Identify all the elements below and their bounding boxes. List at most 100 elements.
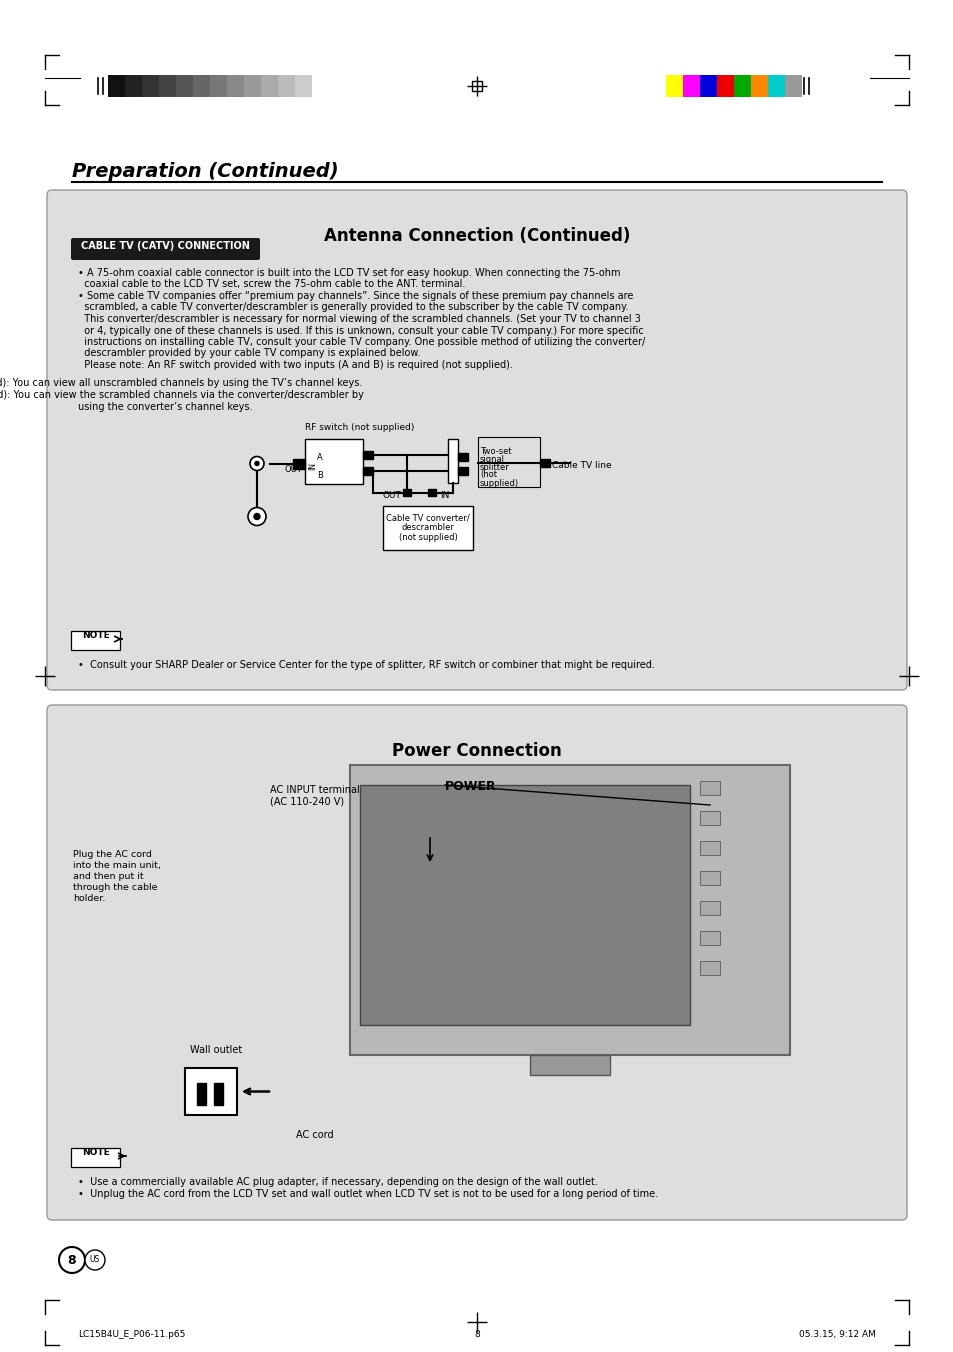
Text: •  Consult your SHARP Dealer or Service Center for the type of splitter, RF swit: • Consult your SHARP Dealer or Service C…: [78, 660, 654, 671]
Text: RF switch (not supplied): RF switch (not supplied): [305, 423, 414, 433]
Bar: [350, 765, 789, 1055]
Text: NOTE: NOTE: [82, 1148, 110, 1157]
Bar: [196, 1083, 206, 1105]
Bar: [210, 74, 227, 97]
Text: “A” position on the RF switch (not supplied): You can view all unscrambled chann: “A” position on the RF switch (not suppl…: [0, 377, 362, 388]
Text: and then put it: and then put it: [73, 872, 144, 882]
Bar: [530, 1055, 609, 1075]
Bar: [457, 466, 468, 475]
Bar: [784, 74, 801, 97]
Bar: [733, 74, 750, 97]
Bar: [359, 786, 689, 1025]
Text: CABLE TV (CATV) CONNECTION: CABLE TV (CATV) CONNECTION: [81, 241, 250, 251]
Text: instructions on installing cable TV, consult your cable TV company. One possible: instructions on installing cable TV, con…: [78, 337, 644, 347]
Text: A: A: [316, 453, 322, 462]
Circle shape: [85, 1251, 105, 1270]
Bar: [382, 506, 473, 549]
Bar: [477, 437, 539, 487]
Bar: [363, 450, 373, 458]
FancyBboxPatch shape: [47, 704, 906, 1220]
Text: (not: (not: [479, 470, 497, 480]
FancyBboxPatch shape: [47, 191, 906, 690]
Text: descrambler: descrambler: [401, 523, 454, 533]
Bar: [717, 74, 733, 97]
Text: supplied): supplied): [479, 479, 518, 488]
Bar: [108, 74, 125, 97]
Bar: [159, 74, 175, 97]
Bar: [700, 74, 717, 97]
Circle shape: [254, 461, 258, 465]
Text: 05.3.15, 9:12 AM: 05.3.15, 9:12 AM: [799, 1330, 875, 1338]
Text: (not supplied): (not supplied): [398, 534, 456, 542]
Text: Two-set: Two-set: [479, 446, 511, 456]
Text: coaxial cable to the LCD TV set, screw the 75-ohm cable to the ANT. terminal.: coaxial cable to the LCD TV set, screw t…: [78, 280, 465, 289]
Bar: [294, 74, 312, 97]
Bar: [767, 74, 784, 97]
Bar: [428, 488, 436, 495]
FancyBboxPatch shape: [71, 1148, 120, 1167]
Text: using the converter’s channel keys.: using the converter’s channel keys.: [0, 402, 253, 411]
Bar: [457, 453, 468, 461]
Text: holder.: holder.: [73, 894, 105, 903]
Text: Wall outlet: Wall outlet: [190, 1045, 242, 1055]
Bar: [277, 74, 294, 97]
Text: 8: 8: [474, 1330, 479, 1338]
FancyBboxPatch shape: [71, 238, 260, 260]
Text: descrambler provided by your cable TV company is explained below.: descrambler provided by your cable TV co…: [78, 349, 420, 358]
Circle shape: [248, 507, 266, 526]
Text: 8: 8: [68, 1253, 76, 1267]
Bar: [227, 74, 244, 97]
Text: POWER: POWER: [444, 780, 497, 794]
Bar: [293, 458, 305, 469]
Text: US: US: [90, 1256, 100, 1264]
Text: signal: signal: [479, 454, 504, 464]
Bar: [682, 74, 700, 97]
Bar: [750, 74, 767, 97]
Text: Plug the AC cord: Plug the AC cord: [73, 850, 152, 859]
Text: Power Connection: Power Connection: [392, 742, 561, 760]
Text: into the main unit,: into the main unit,: [73, 861, 161, 869]
Bar: [665, 74, 682, 97]
Bar: [402, 488, 411, 495]
Bar: [448, 438, 457, 483]
Text: This converter/descrambler is necessary for normal viewing of the scrambled chan: This converter/descrambler is necessary …: [78, 314, 640, 324]
Text: • A 75-ohm coaxial cable connector is built into the LCD TV set for easy hookup.: • A 75-ohm coaxial cable connector is bu…: [78, 268, 619, 279]
Bar: [193, 74, 210, 97]
Text: NOTE: NOTE: [82, 631, 110, 639]
Text: Antenna Connection (Continued): Antenna Connection (Continued): [323, 227, 630, 245]
Text: (AC 110-240 V): (AC 110-240 V): [270, 796, 344, 807]
Bar: [175, 74, 193, 97]
Circle shape: [253, 514, 260, 519]
Text: LC15B4U_E_P06-11.p65: LC15B4U_E_P06-11.p65: [78, 1330, 185, 1338]
Circle shape: [250, 457, 264, 470]
Text: scrambled, a cable TV converter/descrambler is generally provided to the subscri: scrambled, a cable TV converter/descramb…: [78, 303, 628, 312]
Bar: [261, 74, 277, 97]
Text: splitter: splitter: [479, 462, 509, 472]
Bar: [363, 466, 373, 475]
Text: IN: IN: [308, 462, 316, 470]
Circle shape: [59, 1247, 85, 1274]
Text: Please note: An RF switch provided with two inputs (A and B) is required (not su: Please note: An RF switch provided with …: [78, 360, 513, 370]
Bar: [700, 900, 720, 915]
Bar: [244, 74, 261, 97]
Text: Preparation (Continued): Preparation (Continued): [71, 162, 338, 181]
Bar: [213, 1083, 223, 1105]
Bar: [142, 74, 159, 97]
Text: AC INPUT terminal: AC INPUT terminal: [270, 786, 359, 795]
Text: through the cable: through the cable: [73, 883, 157, 892]
Text: “B” position on the RF switch (not supplied): You can view the scrambled channel: “B” position on the RF switch (not suppl…: [0, 389, 363, 399]
Text: B: B: [316, 470, 322, 480]
Text: OUT: OUT: [382, 492, 400, 500]
Bar: [700, 871, 720, 886]
Bar: [700, 932, 720, 945]
Text: OUT: OUT: [284, 465, 302, 473]
Bar: [700, 781, 720, 795]
Bar: [539, 458, 550, 466]
Text: or 4, typically one of these channels is used. If this is unknown, consult your : or 4, typically one of these channels is…: [78, 326, 643, 335]
Bar: [305, 438, 363, 484]
Text: IN: IN: [439, 492, 449, 500]
Text: •  Use a commercially available AC plug adapter, if necessary, depending on the : • Use a commercially available AC plug a…: [78, 1178, 598, 1187]
Text: Cable TV converter/: Cable TV converter/: [386, 514, 470, 522]
Bar: [700, 811, 720, 825]
Text: • Some cable TV companies offer “premium pay channels”. Since the signals of the: • Some cable TV companies offer “premium…: [78, 291, 633, 301]
